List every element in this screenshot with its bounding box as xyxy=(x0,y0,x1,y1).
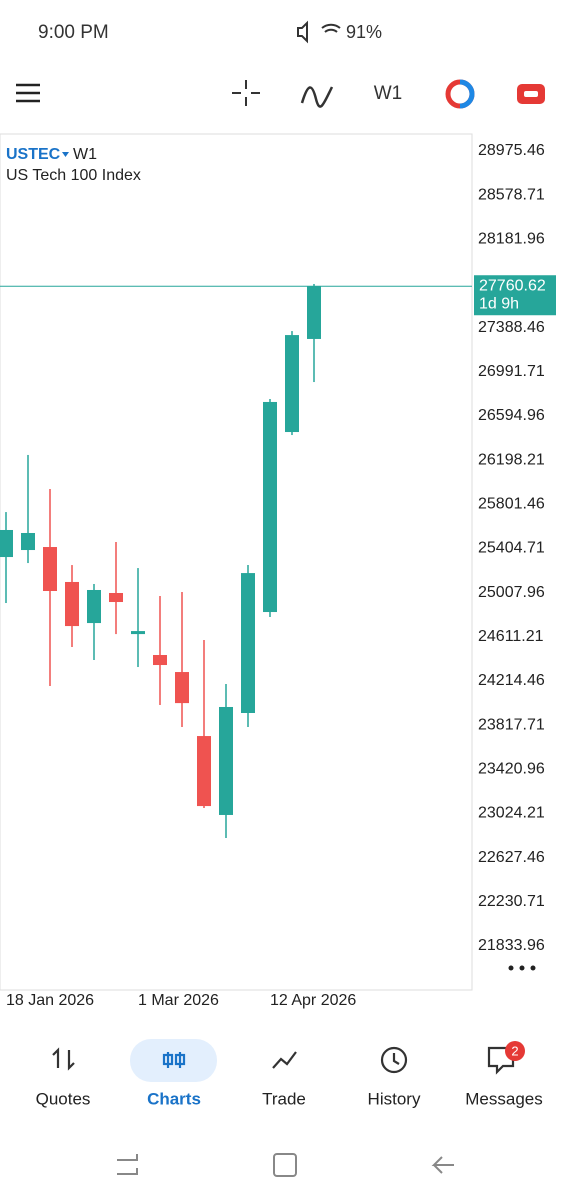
tab-label[interactable]: History xyxy=(368,1089,421,1108)
candle-body xyxy=(285,335,299,433)
y-tick-label: 24611.21 xyxy=(478,628,544,645)
y-tick-label: 26198.21 xyxy=(478,451,545,468)
y-tick-label: 22627.46 xyxy=(478,849,545,866)
y-tick-label: 23420.96 xyxy=(478,761,545,778)
y-tick-label: 28181.96 xyxy=(478,231,545,248)
chart-frame xyxy=(0,133,473,991)
candle-body xyxy=(21,532,35,551)
candle-body xyxy=(263,401,277,613)
badge-bg xyxy=(505,1041,525,1061)
color-button-half xyxy=(459,79,475,109)
trade-button-inner xyxy=(524,91,538,97)
status-icons xyxy=(297,20,341,44)
messages-badge: 2 xyxy=(511,1043,518,1058)
crosshair-button[interactable] xyxy=(232,80,260,106)
y-tick-label: 25801.46 xyxy=(478,496,545,513)
y-tick-label: 24214.46 xyxy=(478,672,545,689)
candle-body xyxy=(87,589,101,624)
candle-body xyxy=(43,547,57,591)
tab-label[interactable]: Trade xyxy=(262,1089,306,1108)
candle-body xyxy=(153,655,167,666)
y-tick-label: 28975.46 xyxy=(478,142,545,159)
candle-body xyxy=(307,286,321,339)
nav-bar xyxy=(117,1153,454,1177)
status-time: 9:00 PM xyxy=(38,22,109,43)
candle-body xyxy=(109,592,123,603)
tab-icons xyxy=(52,1046,515,1075)
y-tick-label: 23024.21 xyxy=(478,805,545,822)
candle-body xyxy=(197,736,211,807)
tab-label[interactable]: Quotes xyxy=(36,1089,91,1108)
x-tick-label: 1 Mar 2026 xyxy=(138,992,219,1009)
symbol-dropdown[interactable] xyxy=(62,152,69,157)
more-dots[interactable] xyxy=(508,965,536,971)
candle-body xyxy=(65,581,79,627)
candle-body xyxy=(0,529,13,558)
y-tick-label: 26594.96 xyxy=(478,407,545,424)
countdown: 1d 9h xyxy=(479,295,519,312)
timeframe-button[interactable]: W1 xyxy=(374,83,403,104)
candle-body xyxy=(131,631,145,635)
y-tick-label: 25007.96 xyxy=(478,584,545,601)
tab-label[interactable]: Messages xyxy=(465,1089,542,1108)
y-tick-label: 27388.46 xyxy=(478,319,545,336)
candle-body xyxy=(241,573,255,714)
candle-body xyxy=(219,706,233,815)
current-price-label: 27760.62 xyxy=(479,277,546,294)
menu-button[interactable] xyxy=(16,83,40,103)
y-tick-label: 22230.71 xyxy=(478,893,545,910)
symbol[interactable]: USTEC xyxy=(6,146,61,163)
x-tick-label: 12 Apr 2026 xyxy=(270,992,356,1009)
active-tab-pill xyxy=(130,1039,217,1082)
y-tick-label: 21833.96 xyxy=(478,937,545,954)
y-tick-label: 25404.71 xyxy=(478,540,545,557)
y-tick-label: 23817.71 xyxy=(478,716,545,733)
chart-timeframe: W1 xyxy=(73,146,97,163)
candle-body xyxy=(175,672,189,704)
chart-subtitle: US Tech 100 Index xyxy=(6,167,141,184)
y-tick-label: 26991.71 xyxy=(478,363,545,380)
indicators-button[interactable] xyxy=(300,86,334,108)
x-tick-label: 18 Jan 2026 xyxy=(6,992,94,1009)
tab-label[interactable]: Charts xyxy=(147,1089,201,1108)
y-tick-label: 28578.71 xyxy=(478,186,545,203)
battery: 91% xyxy=(346,22,382,42)
price-tag xyxy=(474,275,556,316)
